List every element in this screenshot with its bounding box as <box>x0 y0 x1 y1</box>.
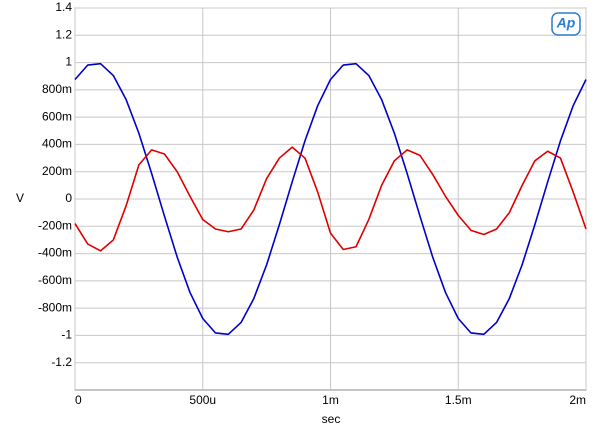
y-tick-label: 1 <box>65 55 72 69</box>
x-tick-label: 0 <box>75 393 82 407</box>
y-tick-label: -400m <box>38 246 72 260</box>
series-line <box>74 146 587 252</box>
y-tick-label: 400m <box>42 137 72 151</box>
logo: Ap <box>556 15 576 31</box>
y-tick-label: 800m <box>42 82 72 96</box>
y-tick-label: -200m <box>38 218 72 232</box>
y-tick-label: 1.4 <box>55 0 72 14</box>
y-tick-label: -600m <box>38 273 72 287</box>
y-axis-label: V <box>16 191 24 205</box>
logo-box <box>551 12 581 36</box>
y-tick-label: -800m <box>38 300 72 314</box>
y-tick-label: 1.2 <box>55 27 72 41</box>
y-tick-label: -1.2 <box>51 355 72 369</box>
y-tick-label: -1 <box>61 328 72 342</box>
series-line <box>74 62 587 336</box>
y-tick-label: 200m <box>42 164 72 178</box>
x-tick-label: 1.5m <box>445 393 472 407</box>
x-tick-label: 1m <box>322 393 339 407</box>
x-tick-label: 2m <box>569 393 586 407</box>
x-axis-label: sec <box>322 412 341 426</box>
x-tick-label: 500u <box>189 393 216 407</box>
series <box>74 62 587 336</box>
y-tick-label: 0 <box>65 191 72 205</box>
grid <box>74 7 587 390</box>
y-tick-label: 600m <box>42 109 72 123</box>
